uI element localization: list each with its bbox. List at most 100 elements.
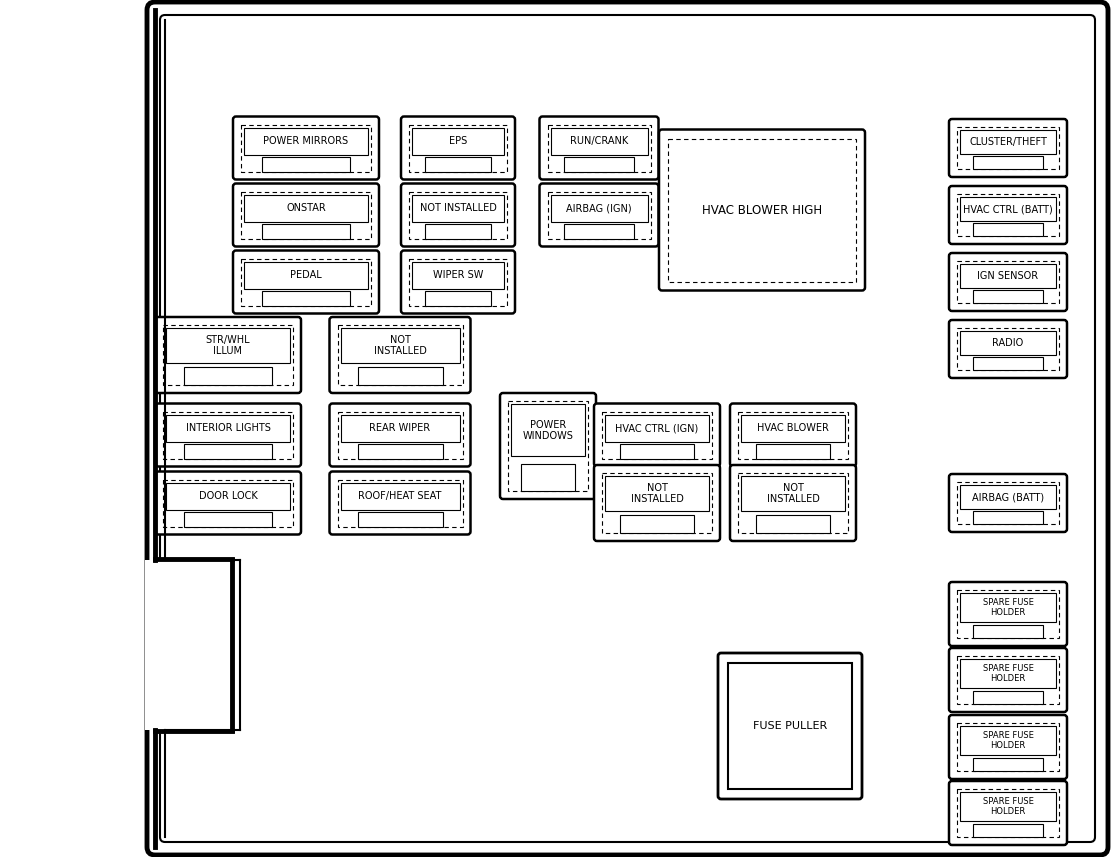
Bar: [960, 659, 1056, 688]
FancyBboxPatch shape: [949, 582, 1067, 646]
Bar: [521, 464, 575, 491]
FancyBboxPatch shape: [330, 317, 470, 393]
Bar: [620, 445, 695, 458]
Bar: [357, 367, 442, 385]
Text: HVAC BLOWER HIGH: HVAC BLOWER HIGH: [701, 203, 822, 217]
Bar: [261, 291, 351, 305]
Bar: [341, 482, 459, 510]
FancyBboxPatch shape: [949, 474, 1067, 532]
Bar: [409, 124, 507, 171]
Text: HVAC BLOWER: HVAC BLOWER: [757, 423, 829, 433]
Bar: [564, 158, 634, 171]
Text: NOT
INSTALLED: NOT INSTALLED: [631, 483, 684, 504]
Bar: [412, 195, 504, 222]
FancyBboxPatch shape: [949, 320, 1067, 378]
Bar: [244, 261, 367, 289]
Bar: [973, 291, 1042, 303]
FancyBboxPatch shape: [147, 2, 1108, 855]
Text: AIRBAG (IGN): AIRBAG (IGN): [566, 203, 632, 213]
Bar: [341, 415, 459, 441]
Bar: [957, 590, 1059, 638]
Text: POWER
WINDOWS: POWER WINDOWS: [523, 420, 573, 440]
Bar: [960, 331, 1056, 356]
Bar: [957, 723, 1059, 771]
FancyBboxPatch shape: [540, 117, 659, 179]
FancyBboxPatch shape: [731, 404, 856, 466]
Bar: [960, 264, 1056, 288]
Bar: [341, 328, 459, 363]
Bar: [424, 291, 491, 305]
Bar: [973, 357, 1042, 370]
Text: SPARE FUSE
HOLDER: SPARE FUSE HOLDER: [983, 598, 1033, 617]
Bar: [755, 445, 830, 458]
Bar: [510, 404, 585, 456]
Bar: [244, 195, 367, 222]
Bar: [741, 476, 844, 511]
Text: SPARE FUSE
HOLDER: SPARE FUSE HOLDER: [983, 731, 1033, 750]
Text: WIPER SW: WIPER SW: [432, 270, 484, 280]
Text: RUN/CRANK: RUN/CRANK: [570, 136, 628, 147]
Bar: [738, 473, 848, 533]
Bar: [605, 415, 709, 441]
Bar: [412, 128, 504, 155]
Bar: [960, 593, 1056, 622]
Bar: [564, 225, 634, 238]
Text: ROOF/HEAT SEAT: ROOF/HEAT SEAT: [359, 491, 441, 501]
Text: EPS: EPS: [449, 136, 467, 147]
FancyBboxPatch shape: [594, 404, 720, 466]
Bar: [424, 225, 491, 238]
FancyBboxPatch shape: [155, 471, 300, 535]
FancyBboxPatch shape: [233, 250, 379, 314]
Text: POWER MIRRORS: POWER MIRRORS: [264, 136, 349, 147]
Bar: [337, 325, 462, 385]
FancyBboxPatch shape: [718, 653, 862, 799]
FancyBboxPatch shape: [500, 393, 596, 499]
Bar: [602, 473, 712, 533]
Bar: [241, 259, 371, 305]
Bar: [184, 367, 273, 385]
Bar: [547, 191, 650, 238]
Bar: [261, 225, 351, 238]
Bar: [241, 191, 371, 238]
Text: PEDAL: PEDAL: [290, 270, 322, 280]
Bar: [957, 328, 1059, 370]
FancyBboxPatch shape: [594, 465, 720, 541]
Text: FUSE PULLER: FUSE PULLER: [753, 721, 827, 731]
Bar: [547, 124, 650, 171]
Bar: [166, 415, 290, 441]
Text: ONSTAR: ONSTAR: [286, 203, 326, 213]
FancyBboxPatch shape: [949, 715, 1067, 779]
Bar: [960, 197, 1056, 221]
FancyBboxPatch shape: [401, 250, 515, 314]
Bar: [957, 789, 1059, 837]
Bar: [960, 726, 1056, 755]
Bar: [960, 485, 1056, 509]
Bar: [508, 401, 588, 491]
FancyBboxPatch shape: [155, 317, 300, 393]
Bar: [957, 127, 1059, 169]
Bar: [960, 792, 1056, 821]
Bar: [412, 261, 504, 289]
FancyBboxPatch shape: [949, 186, 1067, 244]
Bar: [337, 480, 462, 526]
Bar: [973, 224, 1042, 236]
Bar: [602, 411, 712, 458]
Text: NOT INSTALLED: NOT INSTALLED: [420, 203, 496, 213]
Bar: [424, 158, 491, 171]
FancyBboxPatch shape: [949, 253, 1067, 311]
Bar: [957, 482, 1059, 524]
Text: INTERIOR LIGHTS: INTERIOR LIGHTS: [185, 423, 270, 433]
Bar: [957, 261, 1059, 303]
Bar: [973, 512, 1042, 524]
FancyBboxPatch shape: [731, 465, 856, 541]
Bar: [337, 411, 462, 458]
Text: HVAC CTRL (BATT): HVAC CTRL (BATT): [963, 204, 1053, 214]
Bar: [957, 656, 1059, 704]
FancyBboxPatch shape: [659, 129, 865, 291]
Bar: [551, 128, 648, 155]
Bar: [166, 328, 290, 363]
Bar: [668, 139, 856, 281]
Text: STR/WHL
ILLUM: STR/WHL ILLUM: [206, 335, 250, 356]
Text: CLUSTER/THEFT: CLUSTER/THEFT: [970, 137, 1047, 147]
Text: AIRBAG (BATT): AIRBAG (BATT): [972, 492, 1044, 502]
